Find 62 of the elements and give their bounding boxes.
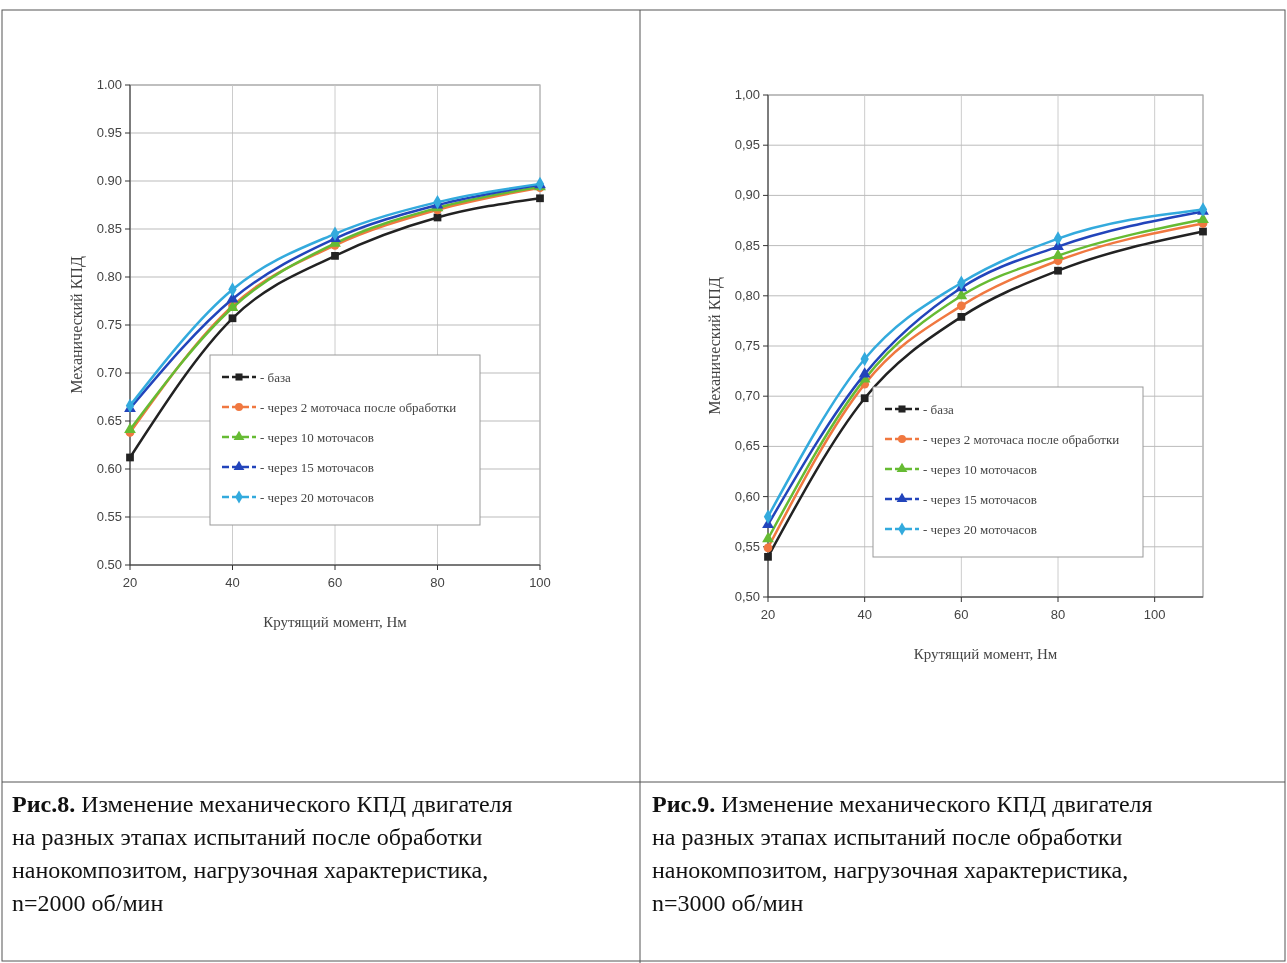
- y-tick-label: 0.70: [96, 365, 122, 380]
- legend-label: - через 10 моточасов: [923, 462, 1037, 477]
- y-tick-label: 0,75: [734, 338, 760, 353]
- y-tick-label: 1.00: [96, 77, 122, 92]
- legend-label: - через 20 моточасов: [260, 490, 374, 505]
- point: [860, 394, 869, 403]
- y-tick-label: 0.65: [96, 413, 122, 428]
- y-tick-label: 0,55: [734, 538, 760, 554]
- y-axis-title: Механический КПД: [68, 256, 86, 394]
- legend-label: - через 2 моточаса после обработки: [923, 432, 1120, 447]
- y-tick-label: 1,00: [734, 87, 760, 102]
- point: [126, 453, 134, 462]
- x-tick-label: 80: [1050, 607, 1066, 622]
- y-tick-label: 0,65: [734, 438, 760, 454]
- x-axis-title: Крутящий момент, Нм: [913, 646, 1058, 662]
- point: [1054, 266, 1062, 275]
- y-tick-label: 0,60: [734, 488, 760, 504]
- x-tick-label: 40: [857, 607, 872, 622]
- text: Рис.9. Изменение механического КПД двигателя на разных этапах испытаний после обработки нанокомпозитом, нагрузочная характеристика, n=3000 об/мин: [652, 791, 1153, 916]
- point: [331, 252, 339, 260]
- x-tick-label: 60: [327, 575, 343, 590]
- point: [228, 314, 237, 323]
- point: [536, 194, 544, 203]
- x-tick-label: 20: [122, 575, 138, 590]
- point: [124, 422, 136, 434]
- y-tick-label: 0,70: [734, 388, 760, 404]
- point: [957, 313, 966, 321]
- x-tick-label: 40: [225, 575, 240, 590]
- legend-label: - через 15 моточасов: [260, 460, 374, 475]
- point: [956, 301, 966, 311]
- y-axis-title: Механический КПД: [706, 277, 724, 415]
- y-tick-label: 0.80: [96, 269, 122, 284]
- legend-label: - через 15 моточасов: [923, 492, 1037, 507]
- point: [1199, 227, 1207, 236]
- legend-label: - через 10 моточасов: [260, 430, 374, 445]
- x-axis-title: Крутящий момент, Нм: [263, 614, 408, 630]
- legend-label: - через 20 моточасов: [923, 522, 1037, 537]
- point: [764, 552, 772, 561]
- y-tick-label: 0.55: [96, 509, 122, 524]
- y-tick-label: 0.85: [96, 221, 122, 236]
- y-tick-label: 0.75: [96, 317, 122, 332]
- x-tick-label: 100: [529, 575, 551, 590]
- x-tick-label: 60: [954, 607, 969, 622]
- y-tick-label: 0.95: [96, 125, 122, 140]
- legend-label: - база: [923, 402, 955, 417]
- y-tick-label: 0,90: [734, 187, 760, 203]
- y-tick-label: 0.50: [96, 557, 122, 572]
- y-tick-label: 0,85: [734, 237, 760, 253]
- x-tick-label: 100: [1143, 607, 1166, 622]
- y-tick-label: 0,95: [734, 137, 760, 153]
- x-tick-label: 20: [760, 607, 776, 622]
- point: [762, 531, 774, 543]
- y-tick-label: 0.90: [96, 173, 122, 188]
- x-tick-label: 80: [430, 575, 445, 590]
- point: [763, 543, 773, 553]
- point: [858, 367, 871, 378]
- text: Рис.8. Изменение механического КПД двигателя на разных этапах испытаний после обработки нанокомпозитом, нагрузочная характеристика, n=2000 об/мин: [12, 791, 513, 916]
- y-tick-label: 0,80: [734, 287, 760, 303]
- y-tick-label: 0.60: [96, 461, 122, 476]
- legend-label: - через 2 моточаса после обработки: [260, 400, 457, 415]
- y-tick-label: 0,50: [734, 589, 760, 604]
- legend-label: - база: [260, 370, 292, 385]
